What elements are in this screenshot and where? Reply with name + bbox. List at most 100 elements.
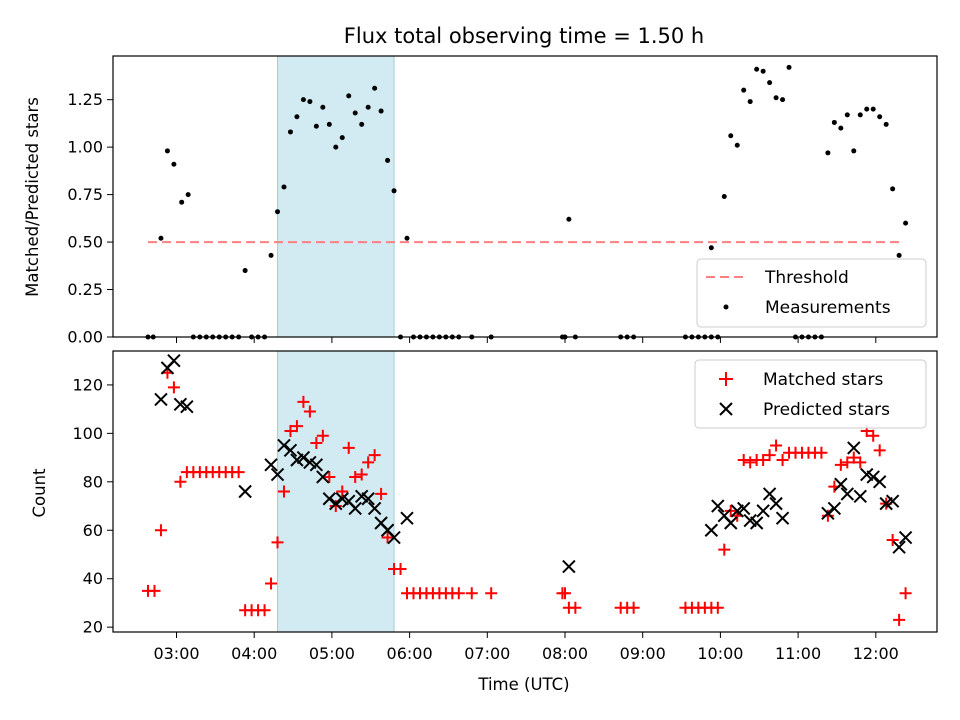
bottom-legend: Matched stars Predicted stars [694, 359, 927, 429]
matched-star-marker [757, 454, 770, 467]
predicted-star-marker [180, 400, 194, 414]
matched-star-marker [899, 587, 912, 600]
measurement-point [339, 135, 345, 141]
measurement-point [326, 121, 332, 127]
matched-star-marker [711, 601, 724, 614]
matched-star-marker [154, 524, 167, 537]
bottom-y-tick-label: 120 [72, 375, 103, 394]
matched-star-marker [770, 439, 783, 452]
legend-measurements-swatch [723, 304, 729, 310]
measurement-point [171, 161, 177, 167]
matched-star-marker [336, 485, 349, 498]
predicted-star-marker [762, 487, 777, 501]
top-axes-frame [112, 55, 938, 338]
predicted-star-marker [309, 458, 324, 472]
predicted-star-marker [898, 530, 913, 545]
measurement-point [404, 235, 410, 241]
bottom-x-ticks: 03:00 04:00 05:00 06:00 07:00 08:00 09:00 10:00… [153, 632, 899, 663]
matched-star-marker [258, 604, 271, 617]
matched-star-marker [323, 470, 336, 483]
bottom-y-ticks: 20 40 60 80 100 120 [72, 375, 113, 637]
measurement-point [838, 125, 844, 131]
matched-star-marker [893, 613, 906, 626]
matched-star-marker [310, 437, 323, 450]
top-y-tick-label: 0.00 [67, 328, 103, 347]
matched-star-marker [394, 563, 407, 576]
measurement-point [294, 114, 300, 120]
matched-star-marker [867, 429, 880, 442]
legend-matched-label: Matched stars [763, 370, 883, 390]
predicted-star-marker [724, 516, 738, 530]
matched-star-marker [821, 509, 834, 522]
predicted-star-marker [853, 489, 867, 504]
matched-star-marker [847, 451, 860, 464]
measurement-point [566, 216, 572, 222]
measurement-point [164, 148, 170, 154]
top-y-tick-label: 0.50 [67, 233, 103, 252]
measurement-point [754, 66, 760, 72]
predicted-star-marker [827, 501, 842, 516]
bottom-legend-box [694, 359, 927, 429]
x-tick-label: 11:00 [775, 644, 821, 663]
top-y-tick-label: 1.25 [67, 90, 103, 109]
predicted-star-marker [892, 540, 906, 554]
x-tick-label: 10:00 [697, 644, 743, 663]
top-panel: 0.00 0.25 0.50 0.75 1.00 1.25 Matched/Predict… [23, 55, 938, 347]
measurement-point [741, 87, 747, 93]
predicted-star-marker [361, 492, 375, 506]
measurement-point [185, 192, 191, 198]
bottom-y-tick-label: 40 [83, 569, 103, 588]
predicted-star-marker [885, 494, 900, 508]
x-tick-label: 07:00 [464, 644, 510, 663]
predicted-star-marker [277, 438, 291, 453]
measurement-point [359, 121, 365, 127]
measurement-point [728, 133, 734, 139]
measurement-point [773, 95, 779, 101]
predicted-star-marker [367, 501, 382, 516]
predicted-star-marker [270, 467, 285, 482]
measurement-point [877, 114, 883, 120]
legend-predicted-label: Predicted stars [763, 400, 890, 420]
top-highlight-span [277, 55, 395, 338]
matched-star-marker [886, 533, 899, 546]
measurement-point [313, 123, 319, 129]
measurement-point [346, 93, 352, 99]
top-y-tick-label: 0.75 [67, 185, 103, 204]
matched-star-marker [873, 444, 886, 457]
measurement-point [747, 99, 753, 105]
matched-star-marker [569, 601, 582, 614]
predicted-star-marker [316, 470, 330, 484]
matched-star-marker [485, 587, 498, 600]
matched-star-marker [559, 587, 571, 600]
measurement-point [825, 150, 831, 156]
measurement-point [179, 199, 185, 205]
matched-star-marker [277, 485, 290, 498]
predicted-star-marker [329, 496, 343, 511]
predicted-star-marker [348, 501, 362, 516]
predicted-star-marker [387, 530, 401, 545]
top-y-tick-label: 1.00 [67, 138, 103, 157]
measurement-point [870, 106, 876, 112]
measurement-point [352, 110, 358, 116]
bottom-y-tick-label: 100 [72, 424, 103, 443]
legend-predicted-swatch [719, 402, 733, 416]
bottom-highlight-span [277, 350, 395, 633]
predicted-star-marker [400, 511, 414, 525]
measurement-point [333, 144, 339, 150]
measurement-point [851, 148, 857, 154]
predicted-star-marker [840, 487, 855, 501]
measurement-point [275, 209, 281, 215]
matched-star-marker [232, 466, 245, 479]
measurement-point [890, 186, 896, 192]
measurement-point [780, 97, 786, 103]
matched-star-marker [271, 536, 284, 549]
matched-star-marker [375, 487, 388, 500]
predicted-star-marker [769, 496, 783, 511]
matched-star-marker [284, 424, 297, 437]
measurement-point [708, 245, 714, 251]
matched-star-marker [737, 454, 750, 467]
matched-star-marker [627, 601, 640, 614]
measurement-point [864, 106, 870, 112]
legend-threshold-label: Threshold [764, 268, 849, 288]
legend-measurements-label: Measurements [765, 298, 891, 318]
